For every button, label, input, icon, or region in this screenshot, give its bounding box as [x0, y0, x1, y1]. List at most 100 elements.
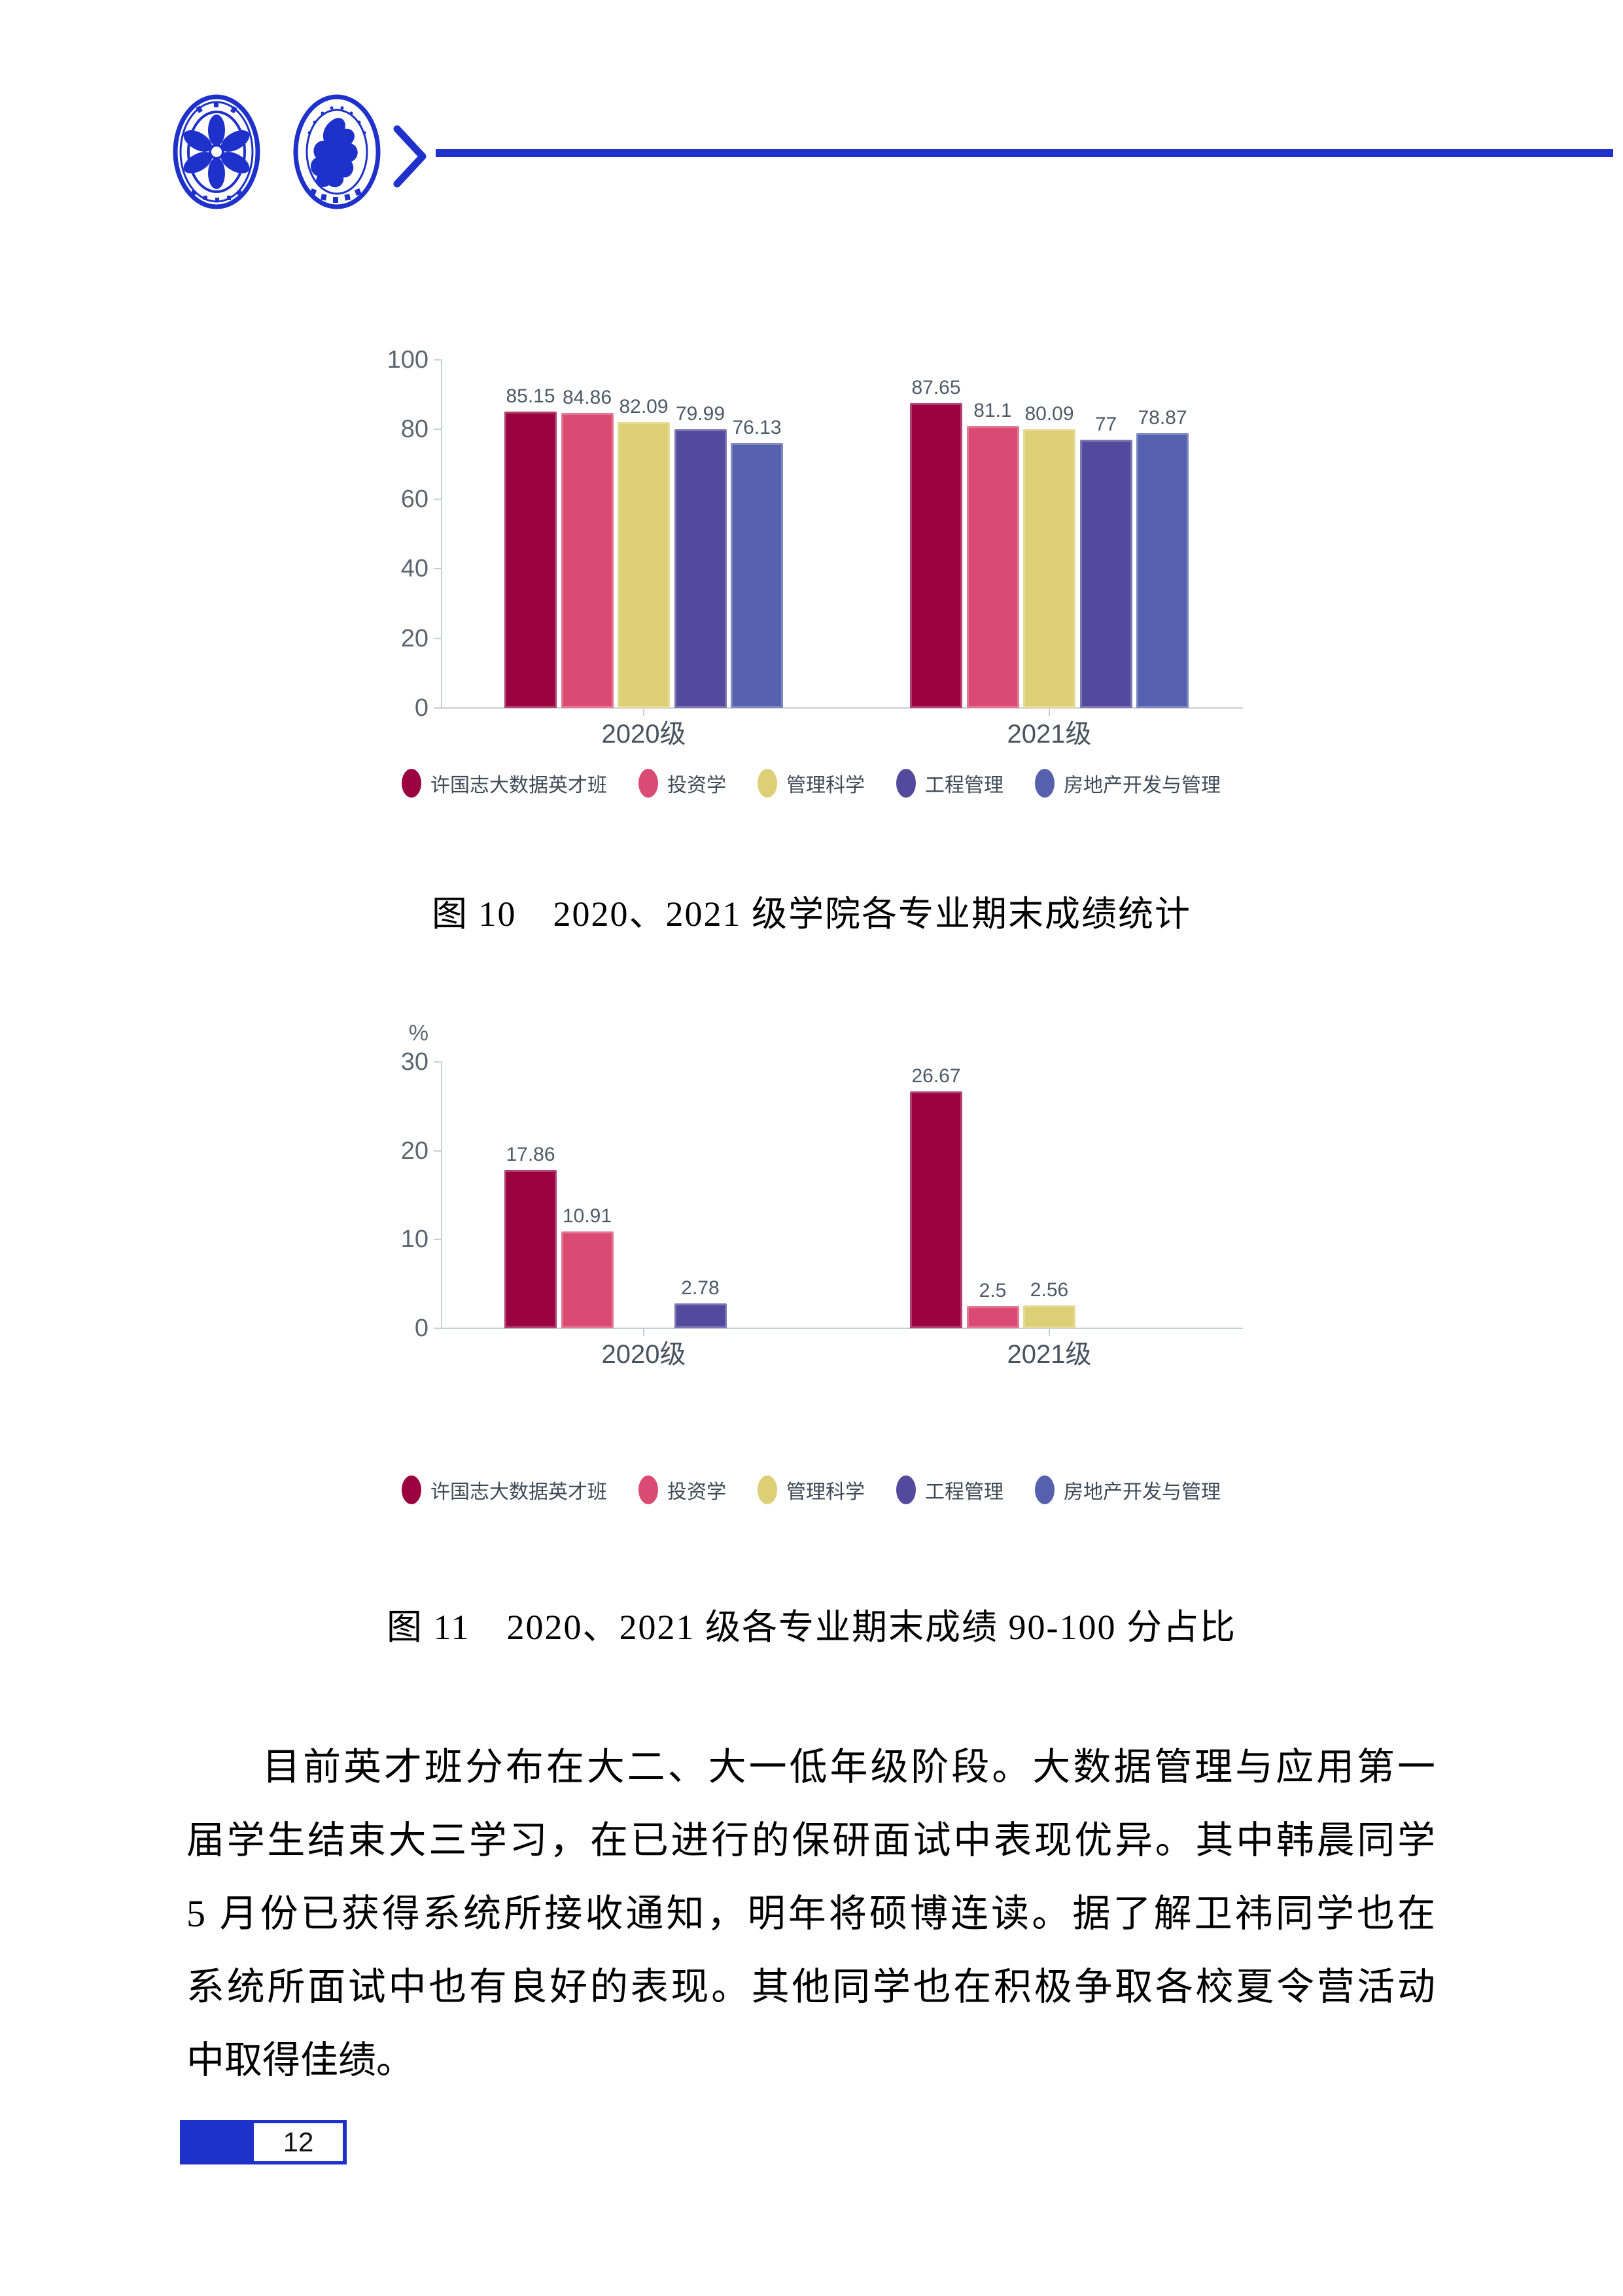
y-axis-line — [441, 1062, 442, 1328]
paragraph-line: 中取得佳绩。 — [186, 2039, 415, 2081]
y-tick-label: 10 — [400, 1226, 428, 1254]
legend-label: 房地产开发与管理 — [1064, 1481, 1221, 1503]
figure11-caption: 图 11 2020、2021 级各专业期末成绩 90-100 分占比 — [387, 1608, 1236, 1647]
page-number: 12 — [283, 2127, 314, 2157]
y-tick-label: 80 — [400, 415, 428, 444]
y-tick-mark — [434, 637, 442, 639]
bar-value-label: 78.87 — [1138, 407, 1187, 429]
bar — [731, 442, 783, 708]
bar — [674, 1303, 727, 1328]
y-tick-mark — [434, 359, 442, 361]
legend-label: 管理科学 — [786, 775, 865, 796]
bar-value-label: 2.5 — [979, 1280, 1007, 1302]
legend-item: 许国志大数据英才班 — [402, 1475, 607, 1504]
legend-swatch-icon — [758, 1475, 777, 1504]
y-tick-label: 60 — [400, 485, 428, 513]
cufe-emblem-logo-icon — [293, 94, 381, 209]
paragraph-line: 5 月份已获得系统所接收通知，明年将硕博连读。据了解卫祎同学也在 — [186, 1892, 1437, 1935]
bar-value-label: 81.1 — [973, 399, 1012, 421]
y-tick-label: 100 — [387, 346, 428, 374]
bar — [561, 1231, 614, 1328]
y-tick-label: 0 — [414, 1315, 428, 1342]
y-tick-mark — [434, 429, 442, 431]
bar — [561, 412, 614, 708]
bar — [966, 425, 1019, 708]
legend-item: 许国志大数据英才班 — [402, 769, 607, 798]
bar — [1136, 433, 1189, 708]
bar-value-label: 80.09 — [1024, 402, 1074, 425]
paragraph-line: 目前英才班分布在大二、大一低年级阶段。大数据管理与应用第一 — [262, 1746, 1437, 1788]
y-tick-mark — [434, 1150, 442, 1152]
header-rule — [436, 149, 1613, 157]
x-tick-mark — [643, 1328, 644, 1336]
x-axis-line — [442, 1328, 1243, 1329]
page-number-bar: 12 — [180, 2120, 347, 2164]
legend-label: 许国志大数据英才班 — [430, 775, 607, 796]
y-tick-mark — [434, 707, 442, 709]
legend-swatch-icon — [896, 1475, 916, 1504]
bar — [618, 422, 670, 708]
legend-label: 投资学 — [667, 1481, 726, 1503]
legend-swatch-icon — [1035, 1475, 1055, 1504]
bar-value-label: 82.09 — [619, 396, 669, 418]
y-tick-label: 40 — [400, 555, 428, 583]
bar — [1023, 1305, 1075, 1328]
legend: 许国志大数据英才班 投资学 管理科学 工程管理 房地产开发与管理 — [366, 1475, 1256, 1504]
bar — [1023, 429, 1075, 708]
y-tick-mark — [434, 498, 442, 500]
x-axis-line — [442, 707, 1243, 709]
legend-label: 房地产开发与管理 — [1064, 775, 1221, 796]
bar-value-label: 2.78 — [681, 1277, 720, 1299]
chevron-right-icon — [393, 125, 427, 188]
y-tick-mark — [434, 568, 442, 570]
bar-value-label: 77 — [1094, 414, 1117, 436]
bar — [674, 429, 727, 708]
legend-item: 工程管理 — [896, 769, 1003, 798]
bar — [504, 412, 557, 708]
bar-value-label: 10.91 — [562, 1205, 612, 1227]
bar-value-label: 79.99 — [675, 403, 725, 425]
x-category-label: 2020级 — [601, 720, 686, 749]
legend-label: 投资学 — [667, 775, 726, 796]
bar — [966, 1306, 1019, 1328]
chart-fig10: 0 20 40 60 80 100 2020级 85.15 84.86 82.09 79.99 76.… — [366, 346, 1256, 808]
legend-item: 投资学 — [638, 769, 726, 798]
y-tick-label: 30 — [400, 1048, 428, 1076]
y-tick-mark — [434, 1239, 442, 1241]
bar — [910, 1091, 962, 1328]
bar — [504, 1169, 557, 1328]
y-tick-label: 20 — [400, 624, 428, 652]
body-paragraph: 目前英才班分布在大二、大一低年级阶段。大数据管理与应用第一 届学生结束大三学习，… — [186, 1731, 1437, 2097]
legend-swatch-icon — [402, 769, 421, 798]
page-number-box: 12 — [254, 2123, 343, 2161]
bar-value-label: 26.67 — [911, 1065, 961, 1087]
paragraph-line: 届学生结束大三学习，在已进行的保研面试中表现优异。其中韩晨同学 — [186, 1819, 1437, 1862]
x-tick-mark — [643, 708, 644, 716]
paragraph-line: 系统所面试中也有良好的表现。其他同学也在积极争取各校夏令营活动 — [186, 1966, 1437, 2008]
y-tick-mark — [434, 1061, 442, 1063]
chart-fig11: 0 10 20 30% 2020级 17.86 10.91 2.78 2021级 26.67 2.5… — [366, 1014, 1256, 1525]
x-tick-mark — [1049, 708, 1050, 716]
legend: 许国志大数据英才班 投资学 管理科学 工程管理 房地产开发与管理 — [366, 769, 1256, 798]
legend-swatch-icon — [638, 1475, 658, 1504]
y-tick-mark — [434, 1328, 442, 1329]
legend-item: 管理科学 — [758, 1475, 865, 1504]
legend-swatch-icon — [402, 1475, 421, 1504]
legend-item: 管理科学 — [758, 769, 865, 798]
y-tick-label: 0 — [414, 694, 428, 722]
legend-swatch-icon — [896, 769, 916, 798]
legend-item: 房地产开发与管理 — [1035, 1475, 1221, 1504]
bar-value-label: 85.15 — [506, 385, 555, 407]
legend-item: 工程管理 — [896, 1475, 1003, 1504]
legend-label: 工程管理 — [925, 1481, 1003, 1503]
bar-value-label: 2.56 — [1030, 1279, 1069, 1301]
bar — [910, 402, 962, 708]
bar-value-label: 87.65 — [911, 376, 961, 398]
bar-value-label: 84.86 — [562, 386, 612, 408]
figure10-caption: 图 10 2020、2021 级学院各专业期末成绩统计 — [432, 894, 1191, 934]
x-category-label: 2021级 — [1007, 720, 1092, 749]
y-axis-line — [441, 360, 442, 708]
bar — [1079, 440, 1132, 708]
x-tick-mark — [1049, 1328, 1050, 1336]
